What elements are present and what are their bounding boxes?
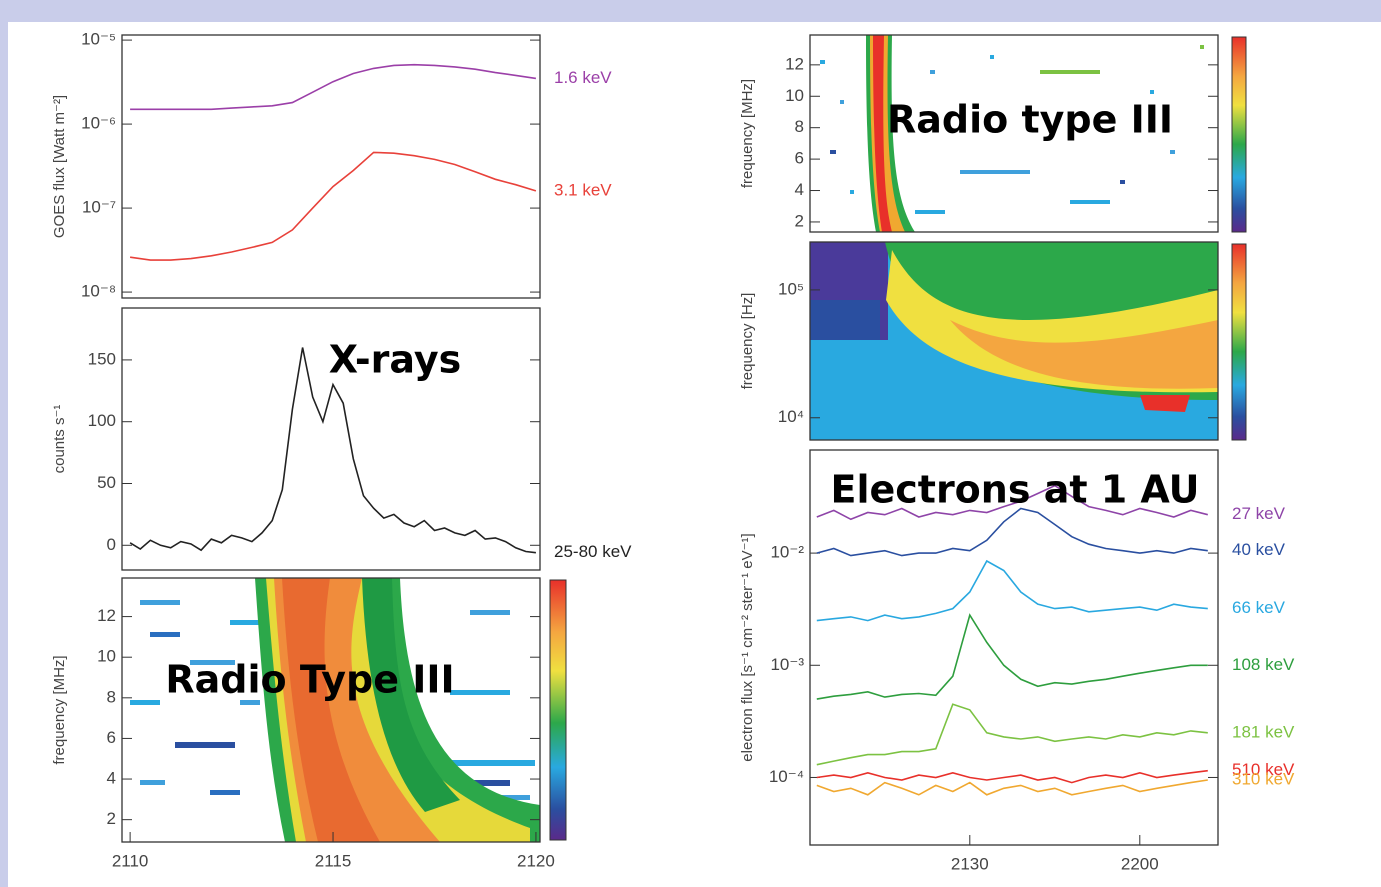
series-line	[816, 769, 1208, 784]
y-tick-label: 2	[107, 809, 116, 828]
series-line	[816, 703, 1208, 766]
annotation: Radio Type III	[165, 658, 454, 702]
y-tick-label: 2	[795, 211, 804, 230]
x-tick-label: 2200	[1121, 854, 1159, 873]
series-label: 3.1 keV	[554, 180, 612, 199]
x-tick-label: 2115	[315, 851, 352, 870]
series-line	[816, 507, 1208, 557]
right-spectrogram-mhz-image	[820, 35, 1204, 232]
y-tick-label: 100	[88, 411, 116, 430]
y-tick-label: 10⁻⁶	[81, 114, 116, 133]
y-axis-label: counts s⁻¹	[51, 405, 68, 474]
y-tick-label: 12	[785, 54, 804, 73]
y-axis-label: frequency [MHz]	[739, 79, 756, 188]
y-tick-label: 10⁻⁸	[81, 282, 116, 301]
annotation: X-rays	[329, 338, 462, 382]
series-line	[816, 484, 1208, 521]
y-tick-label: 50	[97, 473, 116, 492]
series-line	[816, 613, 1208, 700]
y-tick-label: 10⁵	[778, 279, 804, 298]
plot-frame	[809, 241, 1219, 441]
colorbar	[1231, 243, 1247, 441]
plot-frame	[121, 307, 541, 571]
plot-frame	[121, 34, 541, 299]
slide-background	[8, 22, 1381, 887]
y-tick-label: 0	[107, 535, 116, 554]
y-tick-label: 6	[795, 149, 804, 168]
y-tick-label: 8	[795, 117, 804, 136]
y-tick-label: 6	[107, 728, 116, 747]
series-line	[816, 779, 1208, 796]
series-line	[129, 151, 537, 261]
series-label: 108 keV	[1232, 655, 1295, 674]
annotation: Radio type III	[887, 98, 1173, 142]
y-tick-label: 10	[785, 86, 804, 105]
colorbar	[1231, 36, 1247, 233]
y-axis-label: electron flux [s⁻¹ cm⁻² ster⁻¹ eV⁻¹]	[739, 533, 756, 761]
x-tick-label: 2130	[951, 854, 989, 873]
y-tick-label: 10⁴	[778, 407, 804, 426]
x-tick-label: 2120	[517, 851, 555, 870]
series-label: 40 keV	[1232, 540, 1286, 559]
series-line	[129, 347, 536, 554]
y-tick-label: 4	[795, 180, 804, 199]
plot-frame	[809, 34, 1219, 233]
y-axis-label: GOES flux [Watt m⁻²]	[51, 95, 68, 238]
x-tick-label: 2110	[112, 851, 149, 870]
left-spectrogram-image	[130, 578, 540, 842]
y-tick-label: 10⁻⁷	[82, 198, 116, 217]
plot-frame	[121, 577, 541, 843]
series-label: 310 keV	[1232, 769, 1295, 788]
y-tick-label: 4	[107, 769, 116, 788]
right-spectrogram-hz-image	[810, 242, 1218, 440]
y-tick-label: 12	[97, 606, 116, 625]
series-label: 66 keV	[1232, 598, 1286, 617]
y-tick-label: 10⁻²	[770, 543, 804, 562]
y-tick-label: 10⁻⁵	[81, 30, 116, 49]
series-label: 510 keV	[1232, 760, 1295, 779]
y-tick-label: 10⁻³	[770, 655, 804, 674]
y-tick-label: 150	[88, 349, 116, 368]
colorbar	[549, 579, 567, 841]
series-label: 25-80 keV	[554, 542, 632, 561]
y-axis-label: frequency [MHz]	[51, 655, 68, 764]
annotation: Electrons at 1 AU	[831, 468, 1200, 512]
y-tick-label: 10⁻⁴	[769, 767, 804, 786]
y-tick-label: 10	[97, 647, 116, 666]
series-label: 27 keV	[1232, 504, 1286, 523]
series-line	[130, 63, 537, 111]
series-label: 181 keV	[1232, 722, 1295, 741]
plot-frame	[809, 449, 1219, 846]
series-label: 1.6 keV	[554, 68, 612, 87]
series-line	[816, 559, 1208, 622]
y-tick-label: 8	[107, 687, 116, 706]
y-axis-label: frequency [Hz]	[739, 293, 756, 390]
